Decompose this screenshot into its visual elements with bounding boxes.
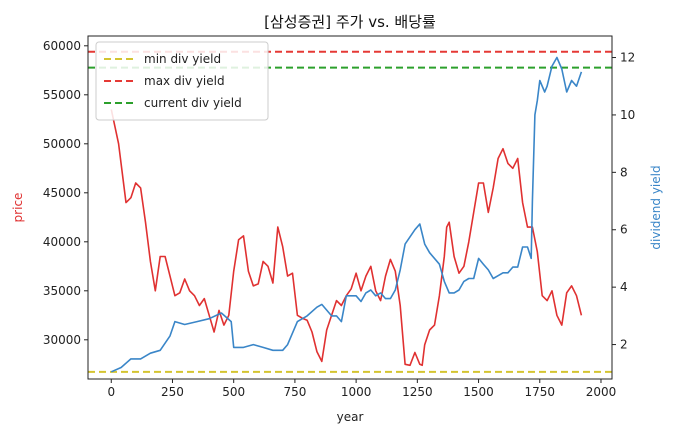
series-layer xyxy=(110,56,583,373)
x-axis-ticks: 0 250 500 750 1000 1250 1500 1750 2000 xyxy=(107,379,616,399)
legend-items: min div yield max div yield current div yi… xyxy=(104,52,242,110)
y-right-tick-label: 4 xyxy=(620,280,628,294)
y-left-tick-label: 35000 xyxy=(43,284,81,298)
price-series-line xyxy=(110,109,583,367)
x-tick-label: 500 xyxy=(222,385,245,399)
legend-label: current div yield xyxy=(144,96,242,110)
y-left-tick-label: 45000 xyxy=(43,186,81,200)
y-left-axis-label: price xyxy=(11,193,25,223)
x-axis-label: year xyxy=(337,410,364,424)
y-left-axis-ticks: 30000 35000 40000 45000 50000 55000 60000 xyxy=(43,39,88,347)
x-tick-label: 1500 xyxy=(463,385,494,399)
y-right-tick-label: 8 xyxy=(620,165,628,179)
legend-label: min div yield xyxy=(144,52,221,66)
y-left-tick-label: 30000 xyxy=(43,333,81,347)
x-tick-label: 0 xyxy=(107,385,115,399)
legend: min div yield max div yield current div yi… xyxy=(95,41,269,121)
y-right-tick-label: 6 xyxy=(620,223,628,237)
y-left-tick-label: 60000 xyxy=(43,39,81,53)
y-right-tick-label: 10 xyxy=(620,108,635,122)
x-tick-label: 1000 xyxy=(341,385,372,399)
y-left-tick-label: 55000 xyxy=(43,88,81,102)
y-right-axis-ticks: 2 4 6 8 10 12 xyxy=(612,51,635,352)
y-left-tick-label: 40000 xyxy=(43,235,81,249)
legend-label: max div yield xyxy=(144,74,225,88)
x-tick-label: 1250 xyxy=(402,385,433,399)
y-left-tick-label: 50000 xyxy=(43,137,81,151)
chart-title: [삼성증권] 주가 vs. 배당률 xyxy=(264,13,436,31)
y-right-axis-label: dividend yield xyxy=(649,165,663,249)
x-tick-label: 2000 xyxy=(586,385,617,399)
y-right-tick-label: 12 xyxy=(620,51,635,65)
dividend-yield-series-line xyxy=(110,56,583,373)
legend-box xyxy=(95,41,269,121)
y-right-tick-label: 2 xyxy=(620,338,628,352)
x-tick-label: 1750 xyxy=(524,385,555,399)
x-tick-label: 250 xyxy=(161,385,184,399)
plot-frame xyxy=(87,35,613,380)
x-tick-label: 750 xyxy=(283,385,306,399)
